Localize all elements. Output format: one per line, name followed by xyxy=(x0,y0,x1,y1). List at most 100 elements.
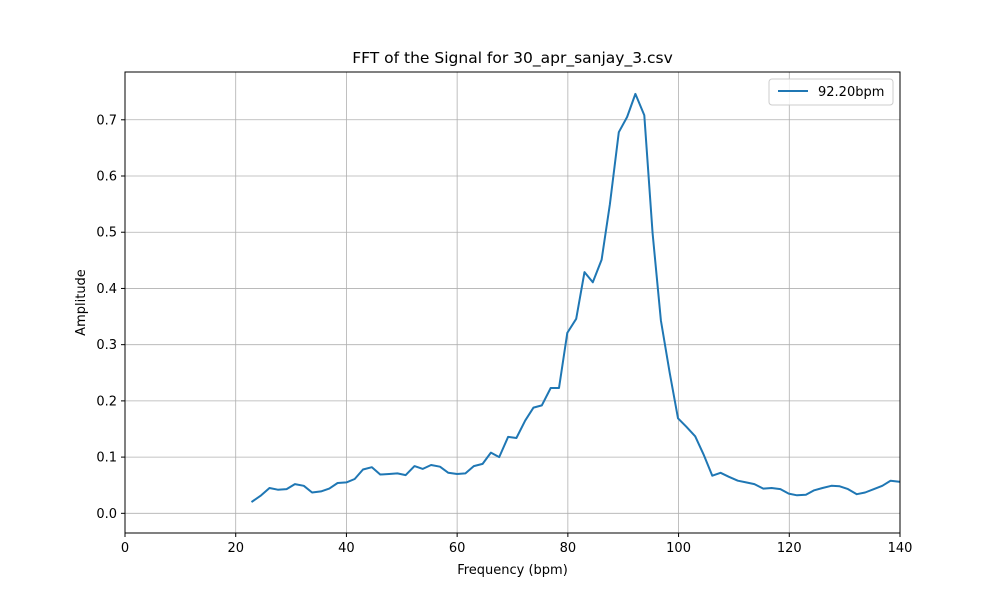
data-point xyxy=(745,481,747,483)
data-point xyxy=(515,437,517,439)
data-point xyxy=(711,475,713,477)
data-point xyxy=(652,232,654,234)
plot-frame xyxy=(124,71,901,534)
data-point xyxy=(592,281,594,283)
data-point xyxy=(294,483,296,485)
data-point xyxy=(379,474,381,476)
data-point xyxy=(609,203,611,205)
data-point xyxy=(507,436,509,438)
data-point xyxy=(566,332,568,334)
data-point xyxy=(388,473,390,475)
data-point xyxy=(839,485,841,487)
data-point xyxy=(575,318,577,320)
y-tick-label: 0.4 xyxy=(96,282,117,297)
data-point xyxy=(354,478,356,480)
data-point xyxy=(677,417,679,419)
data-point xyxy=(584,271,586,273)
y-tick-label: 0.6 xyxy=(96,170,117,185)
data-point xyxy=(694,435,696,437)
data-point xyxy=(720,472,722,474)
data-point xyxy=(541,404,543,406)
x-tick-label: 120 xyxy=(777,541,802,556)
data-point xyxy=(362,469,364,471)
y-tick-label: 0.1 xyxy=(96,451,117,466)
legend: 92.20bpm xyxy=(768,78,894,106)
data-point xyxy=(328,488,330,490)
x-tick-label: 0 xyxy=(121,541,129,556)
legend-label: 92.20bpm xyxy=(818,85,884,100)
series-line-0 xyxy=(250,92,901,503)
x-tick-label: 60 xyxy=(449,541,466,556)
legend-box xyxy=(768,78,894,106)
data-point xyxy=(881,485,883,487)
data-point xyxy=(422,468,424,470)
data-point xyxy=(771,487,773,489)
data-point xyxy=(856,493,858,495)
x-tick-label: 40 xyxy=(338,541,355,556)
data-point xyxy=(737,480,739,482)
data-point xyxy=(813,489,815,491)
data-point xyxy=(405,474,407,476)
x-tick-label: 20 xyxy=(227,541,244,556)
data-point xyxy=(490,452,492,454)
ticks: 0 20 40 60 80 100 120 140 0.0 0.1 0.2 0.3 0.4 0.5 0.6 0… xyxy=(96,113,912,556)
y-axis-label: Amplitude xyxy=(74,269,89,336)
y-tick-label: 0.2 xyxy=(96,394,117,409)
data-point xyxy=(371,466,373,468)
data-point xyxy=(286,488,288,490)
data-point xyxy=(779,488,781,490)
data-point xyxy=(311,492,313,494)
data-point xyxy=(320,490,322,492)
data-point xyxy=(345,481,347,483)
data-point xyxy=(873,488,875,490)
data-point xyxy=(762,488,764,490)
data-point xyxy=(601,259,603,261)
data-point xyxy=(626,116,628,118)
data-point xyxy=(643,114,645,116)
data-point xyxy=(447,472,449,474)
data-point xyxy=(847,488,849,490)
data-point xyxy=(498,456,500,458)
data-point xyxy=(251,501,253,503)
data-point xyxy=(414,465,416,467)
data-point xyxy=(396,472,398,474)
y-tick-label: 0.5 xyxy=(96,226,117,241)
x-tick-label: 140 xyxy=(888,541,913,556)
data-point xyxy=(660,320,662,322)
data-point xyxy=(796,494,798,496)
data-point xyxy=(533,407,535,409)
data-point xyxy=(634,93,636,95)
data-point xyxy=(703,453,705,455)
data-point xyxy=(269,487,271,489)
data-point xyxy=(890,480,892,482)
data-point xyxy=(303,485,305,487)
data-point xyxy=(473,465,475,467)
data-point xyxy=(805,494,807,496)
data-point xyxy=(618,131,620,133)
data-point xyxy=(337,482,339,484)
x-axis-label: Frequency (bpm) xyxy=(457,563,568,578)
data-point xyxy=(430,464,432,466)
data-point xyxy=(728,476,730,478)
y-tick-label: 0.0 xyxy=(96,507,117,522)
data-point xyxy=(558,387,560,389)
chart-title: FFT of the Signal for 30_apr_sanjay_3.cs… xyxy=(352,49,673,68)
x-tick-label: 80 xyxy=(560,541,577,556)
y-tick-label: 0.7 xyxy=(96,113,117,128)
data-point xyxy=(482,463,484,465)
data-point xyxy=(669,372,671,374)
data-point xyxy=(788,493,790,495)
data-point xyxy=(439,466,441,468)
data-point xyxy=(685,426,687,428)
data-point xyxy=(822,487,824,489)
x-tick-label: 100 xyxy=(666,541,691,556)
y-tick-label: 0.3 xyxy=(96,338,117,353)
data-point xyxy=(456,473,458,475)
data-point xyxy=(524,420,526,422)
series-layer xyxy=(250,92,901,503)
data-point xyxy=(830,485,832,487)
data-point xyxy=(277,489,279,491)
data-point xyxy=(464,472,466,474)
data-point xyxy=(864,492,866,494)
